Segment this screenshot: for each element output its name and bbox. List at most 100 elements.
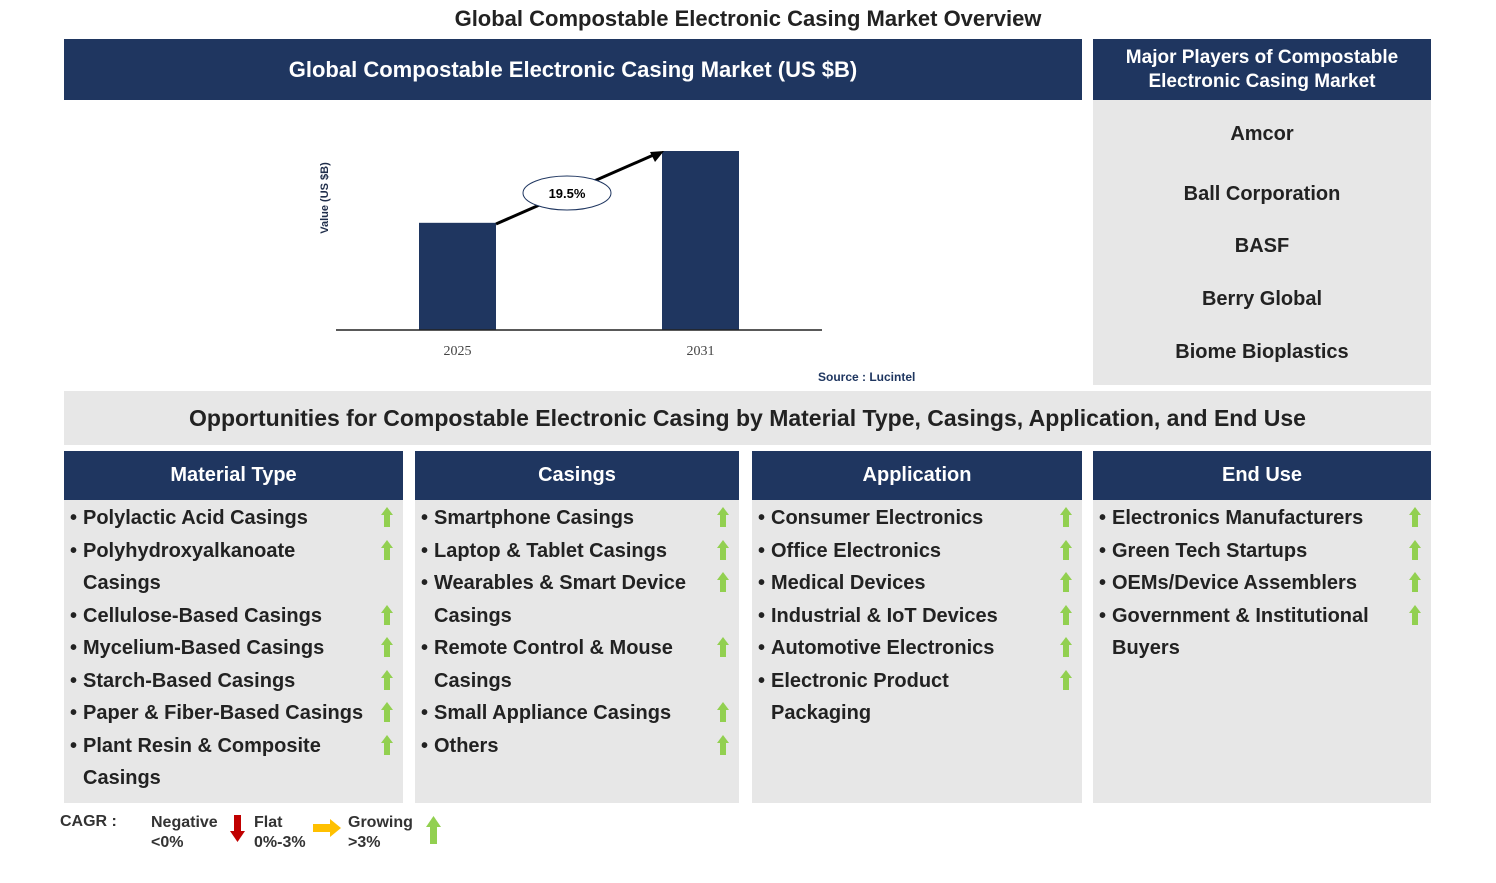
bullet: • [1099,572,1107,594]
list-item: • Green Tech Startups [1095,535,1431,568]
green-up-arrow-icon [1060,669,1072,690]
bullet: • [1099,604,1107,627]
y-axis-label: Value (US $B) [319,162,331,234]
list-item: • Polylactic Acid Casings [66,502,403,535]
green-up-arrow-icon [717,539,729,560]
column-header: End Use [1093,451,1431,500]
green-up-arrow-icon [381,539,393,560]
item-label: Polylactic Acid Casings [83,507,308,529]
bullet: • [70,507,78,529]
bullet: • [70,637,78,659]
legend-flat-range: 0%-3% [254,834,306,851]
bullet: • [70,734,78,757]
green-up-arrow-icon [717,572,729,592]
list-item: • Small Appliance Casings [417,697,739,730]
green-up-arrow-icon [1060,604,1072,625]
column-list: • Electronics Manufacturers • Green Tech St… [1093,500,1431,803]
list-item: • OEMs/Device Assemblers [1095,567,1431,600]
bullet: • [70,669,78,692]
list-item: • Polyhydroxyalkanoate Casings [66,535,403,600]
column-header: Material Type [64,451,403,500]
column-header: Application [752,451,1082,500]
list-item: • Wearables & Smart Device Casings [417,567,739,632]
list-item: • Smartphone Casings [417,502,739,535]
red-down-arrow-icon [230,815,245,842]
legend-negative-range: <0% [151,834,184,851]
list-item: • Office Electronics [754,535,1082,568]
item-label: Mycelium-Based Casings [83,637,325,659]
green-up-arrow-icon [1409,604,1421,625]
bar-chart: Value (US $B) 2025 2031 19.5% Source : Lu… [319,151,915,384]
item-label: Polyhydroxyalkanoate Casings [83,539,296,595]
item-label: Plant Resin & Composite Casings [83,734,321,790]
list-item: • Consumer Electronics [754,502,1082,535]
player-item: Ball Corporation [1183,183,1341,205]
bullet: • [421,734,429,757]
green-up-arrow-icon [381,604,393,625]
item-label: Medical Devices [771,572,926,594]
bullet: • [758,572,766,594]
bullet: • [758,539,766,562]
item-label: Smartphone Casings [434,507,635,529]
list-item: • Automotive Electronics [754,632,1082,665]
list-item: • Mycelium-Based Casings [66,632,403,665]
cagr-label: 19.5% [549,186,586,201]
arrow-head [650,151,664,162]
bullet: • [421,637,429,659]
item-label: Remote Control & Mouse Casings [434,637,673,692]
list-item: • Plant Resin & Composite Casings [66,730,403,795]
item-label: Industrial & IoT Devices [771,604,998,627]
bar-2025 [419,222,496,330]
legend-growing-range: >3% [348,834,381,851]
legend-negative-label: Negative [151,814,218,831]
bullet: • [421,507,429,529]
green-up-arrow-icon [717,734,729,755]
item-label: Electronic Product Packaging [771,669,949,725]
legend-growing-label: Growing [348,814,413,831]
bullet: • [421,539,429,562]
green-up-arrow-icon [381,734,393,755]
item-label: OEMs/Device Assemblers [1112,572,1357,594]
list-item: • Paper & Fiber-Based Casings [66,697,403,730]
green-up-arrow-icon [381,669,393,690]
player-item: Biome Bioplastics [1175,341,1349,363]
bullet: • [1099,507,1107,529]
item-label: Government & Institutional Buyers [1112,604,1369,660]
bullet: • [70,702,78,724]
bullet: • [758,669,766,692]
green-up-arrow-icon [1060,539,1072,560]
item-label: Automotive Electronics [771,637,995,659]
green-up-arrow-icon [1060,507,1072,527]
item-label: Wearables & Smart Device Casings [434,572,686,627]
green-up-arrow-icon [426,816,441,844]
bullet: • [421,702,429,724]
item-label: Paper & Fiber-Based Casings [83,702,364,724]
list-item: • Electronics Manufacturers [1095,502,1431,535]
list-item: • Starch-Based Casings [66,665,403,698]
x-tick-label: 2025 [444,344,472,359]
column-list: • Polylactic Acid Casings • Polyhydroxyalka… [64,500,403,803]
bullet: • [758,637,766,659]
green-up-arrow-icon [1409,539,1421,560]
cagr-bubble [522,175,612,211]
player-item: Amcor [1230,123,1294,145]
bullet: • [421,572,429,594]
item-label: Cellulose-Based Casings [83,604,322,627]
legend-flat: Flat 0%-3% [254,813,306,853]
green-up-arrow-icon [717,507,729,527]
item-label: Laptop & Tablet Casings [434,539,667,562]
column-header: Casings [415,451,739,500]
bullet: • [758,604,766,627]
item-label: Starch-Based Casings [83,669,296,692]
players-list: Amcor Ball Corporation BASF Berry Global… [1093,100,1431,385]
item-label: Electronics Manufacturers [1112,507,1364,529]
green-up-arrow-icon [1409,507,1421,527]
column-list: • Smartphone Casings • Laptop & Tablet Casi… [415,500,739,803]
yellow-right-arrow-icon [313,819,341,837]
list-item: • Remote Control & Mouse Casings [417,632,739,697]
green-up-arrow-icon [717,702,729,722]
bullet: • [70,539,78,562]
bullet: • [758,507,766,529]
player-item: Berry Global [1201,288,1323,310]
green-up-arrow-icon [1060,637,1072,657]
